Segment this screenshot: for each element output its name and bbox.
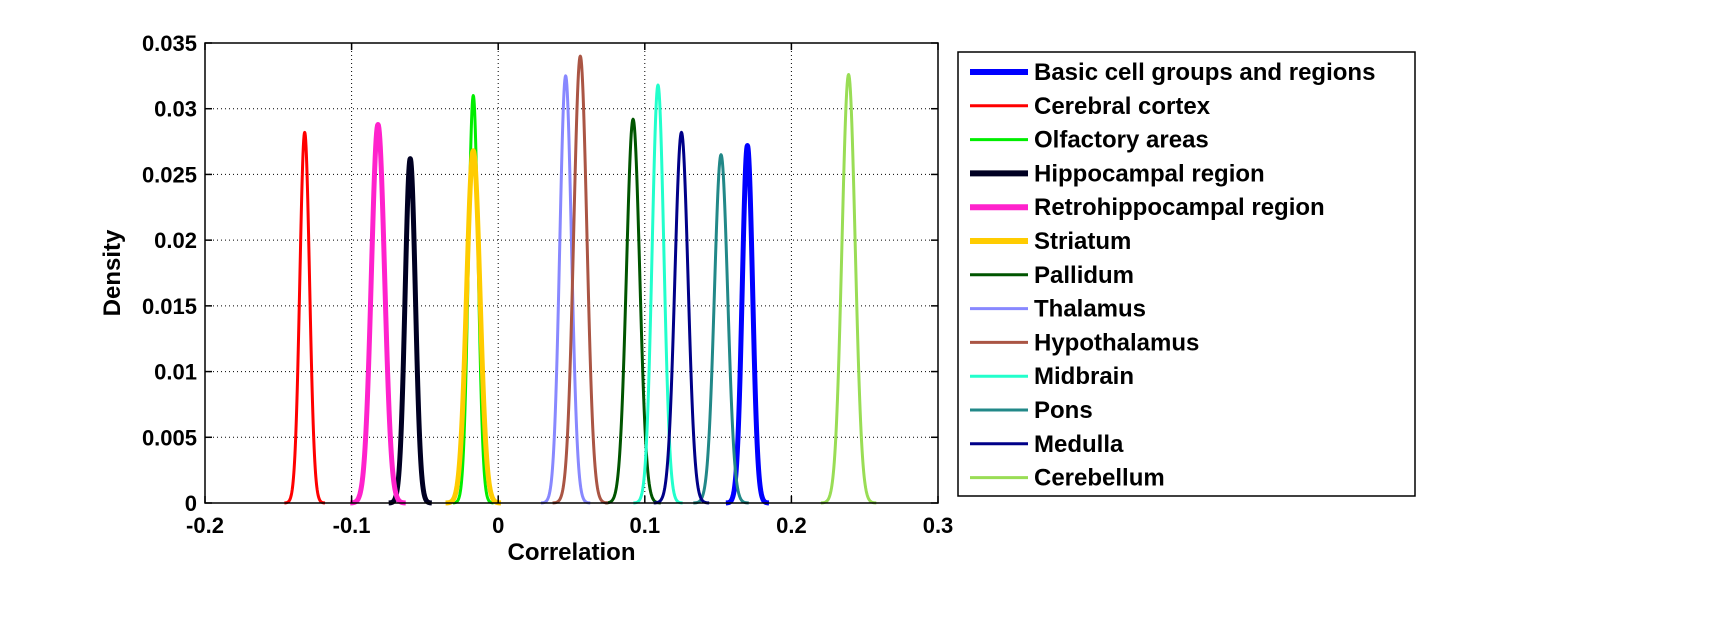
legend-label: Pons (1034, 397, 1093, 424)
grid-lines (205, 43, 938, 503)
x-axis-label: Correlation (507, 539, 635, 566)
legend: Basic cell groups and regions Cerebral co… (957, 51, 1416, 497)
x-tick-label: -0.1 (333, 513, 371, 538)
density-curves (283, 54, 878, 506)
legend-frame (957, 51, 1416, 497)
legend-label: Hypothalamus (1034, 329, 1199, 356)
x-tick-label: -0.2 (186, 513, 224, 538)
legend-label: Olfactory areas (1034, 127, 1209, 154)
density-curve-4 (348, 121, 408, 506)
x-tick-label: 0.1 (630, 513, 661, 538)
axes-frame (204, 42, 939, 504)
y-tick-label: 0.03 (154, 97, 197, 122)
x-tick-label: 0.2 (776, 513, 807, 538)
y-tick-label: 0.01 (154, 360, 197, 385)
y-tick-label: 0.015 (142, 294, 197, 319)
x-tick-label: 0 (492, 513, 504, 538)
legend-label: Retrohippocampal region (1034, 194, 1325, 221)
legend-label: Basic cell groups and regions (1034, 59, 1375, 86)
density-curve-11 (652, 130, 711, 505)
density-curve-7 (539, 74, 592, 505)
density-curve-3 (386, 156, 434, 506)
legend-label: Cerebellum (1034, 465, 1165, 492)
density-curve-10 (692, 153, 750, 505)
legend-label: Striatum (1034, 228, 1131, 255)
legend-label: Cerebral cortex (1034, 93, 1211, 120)
legend-label: Midbrain (1034, 363, 1134, 390)
axis-ticks: -0.2 -0.1 0 0.1 0.2 0.3 0 0.005 0.01 0.015 0.02 0.0… (142, 31, 953, 538)
density-curve-2 (451, 94, 495, 505)
density-curve-1 (283, 130, 327, 505)
y-tick-label: 0 (185, 491, 197, 516)
legend-label: Medulla (1034, 431, 1124, 458)
legend-label: Pallidum (1034, 262, 1134, 289)
y-tick-label: 0.02 (154, 228, 197, 253)
density-curve-0 (723, 143, 772, 506)
y-tick-label: 0.025 (142, 162, 197, 187)
y-tick-label: 0.035 (142, 31, 197, 56)
y-tick-label: 0.005 (142, 425, 197, 450)
density-curve-8 (551, 54, 610, 505)
legend-label: Hippocampal region (1034, 160, 1265, 187)
density-curve-6 (604, 117, 662, 505)
y-axis-label: Density (99, 229, 126, 316)
density-curve-12 (819, 73, 878, 505)
x-tick-label: 0.3 (923, 513, 954, 538)
density-curve-5 (443, 148, 504, 506)
density-curve-9 (632, 83, 684, 505)
legend-label: Thalamus (1034, 296, 1146, 323)
